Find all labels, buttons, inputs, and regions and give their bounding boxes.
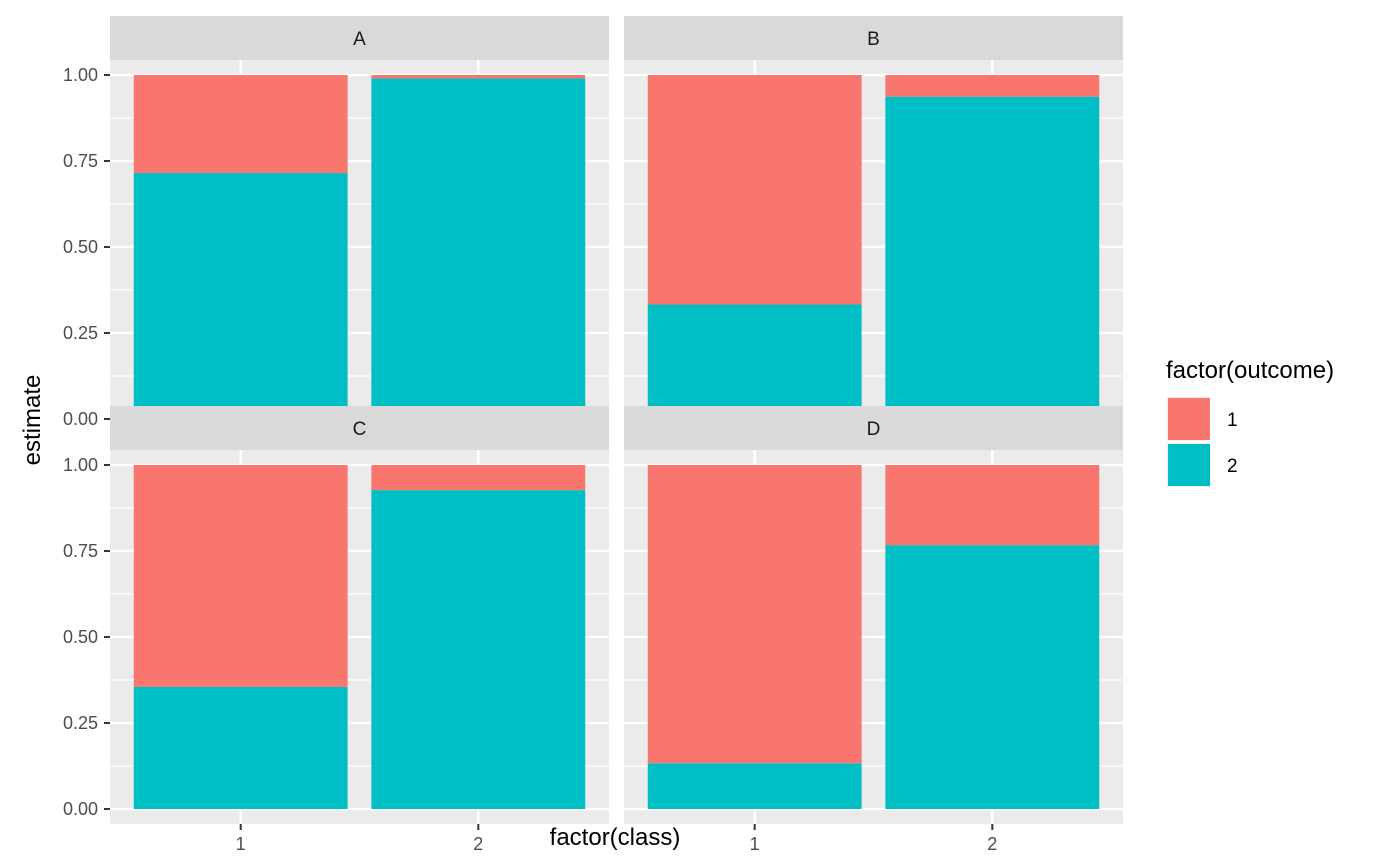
x-tick-label: 1 xyxy=(236,834,246,854)
bar-D-class1-outcome2 xyxy=(647,763,862,809)
bar-C-class2-outcome2 xyxy=(371,490,586,809)
bar-B-class1-outcome2 xyxy=(647,304,862,419)
y-tick-label: 0.50 xyxy=(63,627,98,647)
panel-C: C xyxy=(110,406,609,824)
x-tick-label: 2 xyxy=(473,834,483,854)
bar-C-class2-outcome1 xyxy=(371,465,586,491)
axes: 0.00 0.25 0.50 0.75 1.00 0.00 0.25 0.50 0.75 1.00… xyxy=(63,65,997,854)
bar-C-class1-outcome2 xyxy=(133,686,348,809)
x-tick-label: 1 xyxy=(750,834,760,854)
strip-label: B xyxy=(867,29,880,50)
bar-A-class1-outcome2 xyxy=(133,173,348,419)
y-tick-label: 1.00 xyxy=(63,455,98,475)
y-tick-label: 0.75 xyxy=(63,541,98,561)
strip-background xyxy=(624,16,1123,60)
y-tick-label: 0.00 xyxy=(63,409,98,429)
facet-panels: A B C D xyxy=(110,16,1123,824)
legend-title: factor(outcome) xyxy=(1166,357,1334,384)
y-axis-title: estimate xyxy=(19,375,46,466)
y-tick-label: 0.75 xyxy=(63,151,98,171)
bar-D-class1-outcome1 xyxy=(647,465,862,764)
bar-B-class2-outcome1 xyxy=(885,75,1100,97)
y-tick-label: 0.25 xyxy=(63,323,98,343)
strip-label: C xyxy=(353,419,367,440)
strip-label: D xyxy=(867,419,881,440)
bar-D-class2-outcome1 xyxy=(885,465,1100,546)
bar-A-class1-outcome1 xyxy=(133,75,348,174)
bar-B-class2-outcome2 xyxy=(885,96,1100,419)
bar-C-class1-outcome1 xyxy=(133,465,348,687)
bar-A-class2-outcome1 xyxy=(371,75,586,79)
strip-background xyxy=(110,16,609,60)
y-tick-label: 0.00 xyxy=(63,799,98,819)
strip-background xyxy=(110,406,609,450)
panel-D: D xyxy=(624,406,1123,824)
bar-D-class2-outcome2 xyxy=(885,545,1100,809)
bar-A-class2-outcome2 xyxy=(371,78,586,419)
y-tick-label: 0.25 xyxy=(63,713,98,733)
legend: factor(outcome) 1 2 xyxy=(1166,357,1334,487)
legend-key-outcome-1 xyxy=(1168,398,1210,440)
x-tick-label: 2 xyxy=(987,834,997,854)
strip-background xyxy=(624,406,1123,450)
panel-A: A xyxy=(110,16,609,434)
panel-B: B xyxy=(624,16,1123,434)
legend-label: 1 xyxy=(1227,410,1238,431)
x-axis-title: factor(class) xyxy=(550,824,681,851)
legend-label: 2 xyxy=(1227,456,1238,477)
bar-B-class1-outcome1 xyxy=(647,75,862,305)
y-tick-label: 0.50 xyxy=(63,237,98,257)
strip-label: A xyxy=(353,29,366,50)
y-tick-label: 1.00 xyxy=(63,65,98,85)
legend-key-outcome-2 xyxy=(1168,444,1210,486)
